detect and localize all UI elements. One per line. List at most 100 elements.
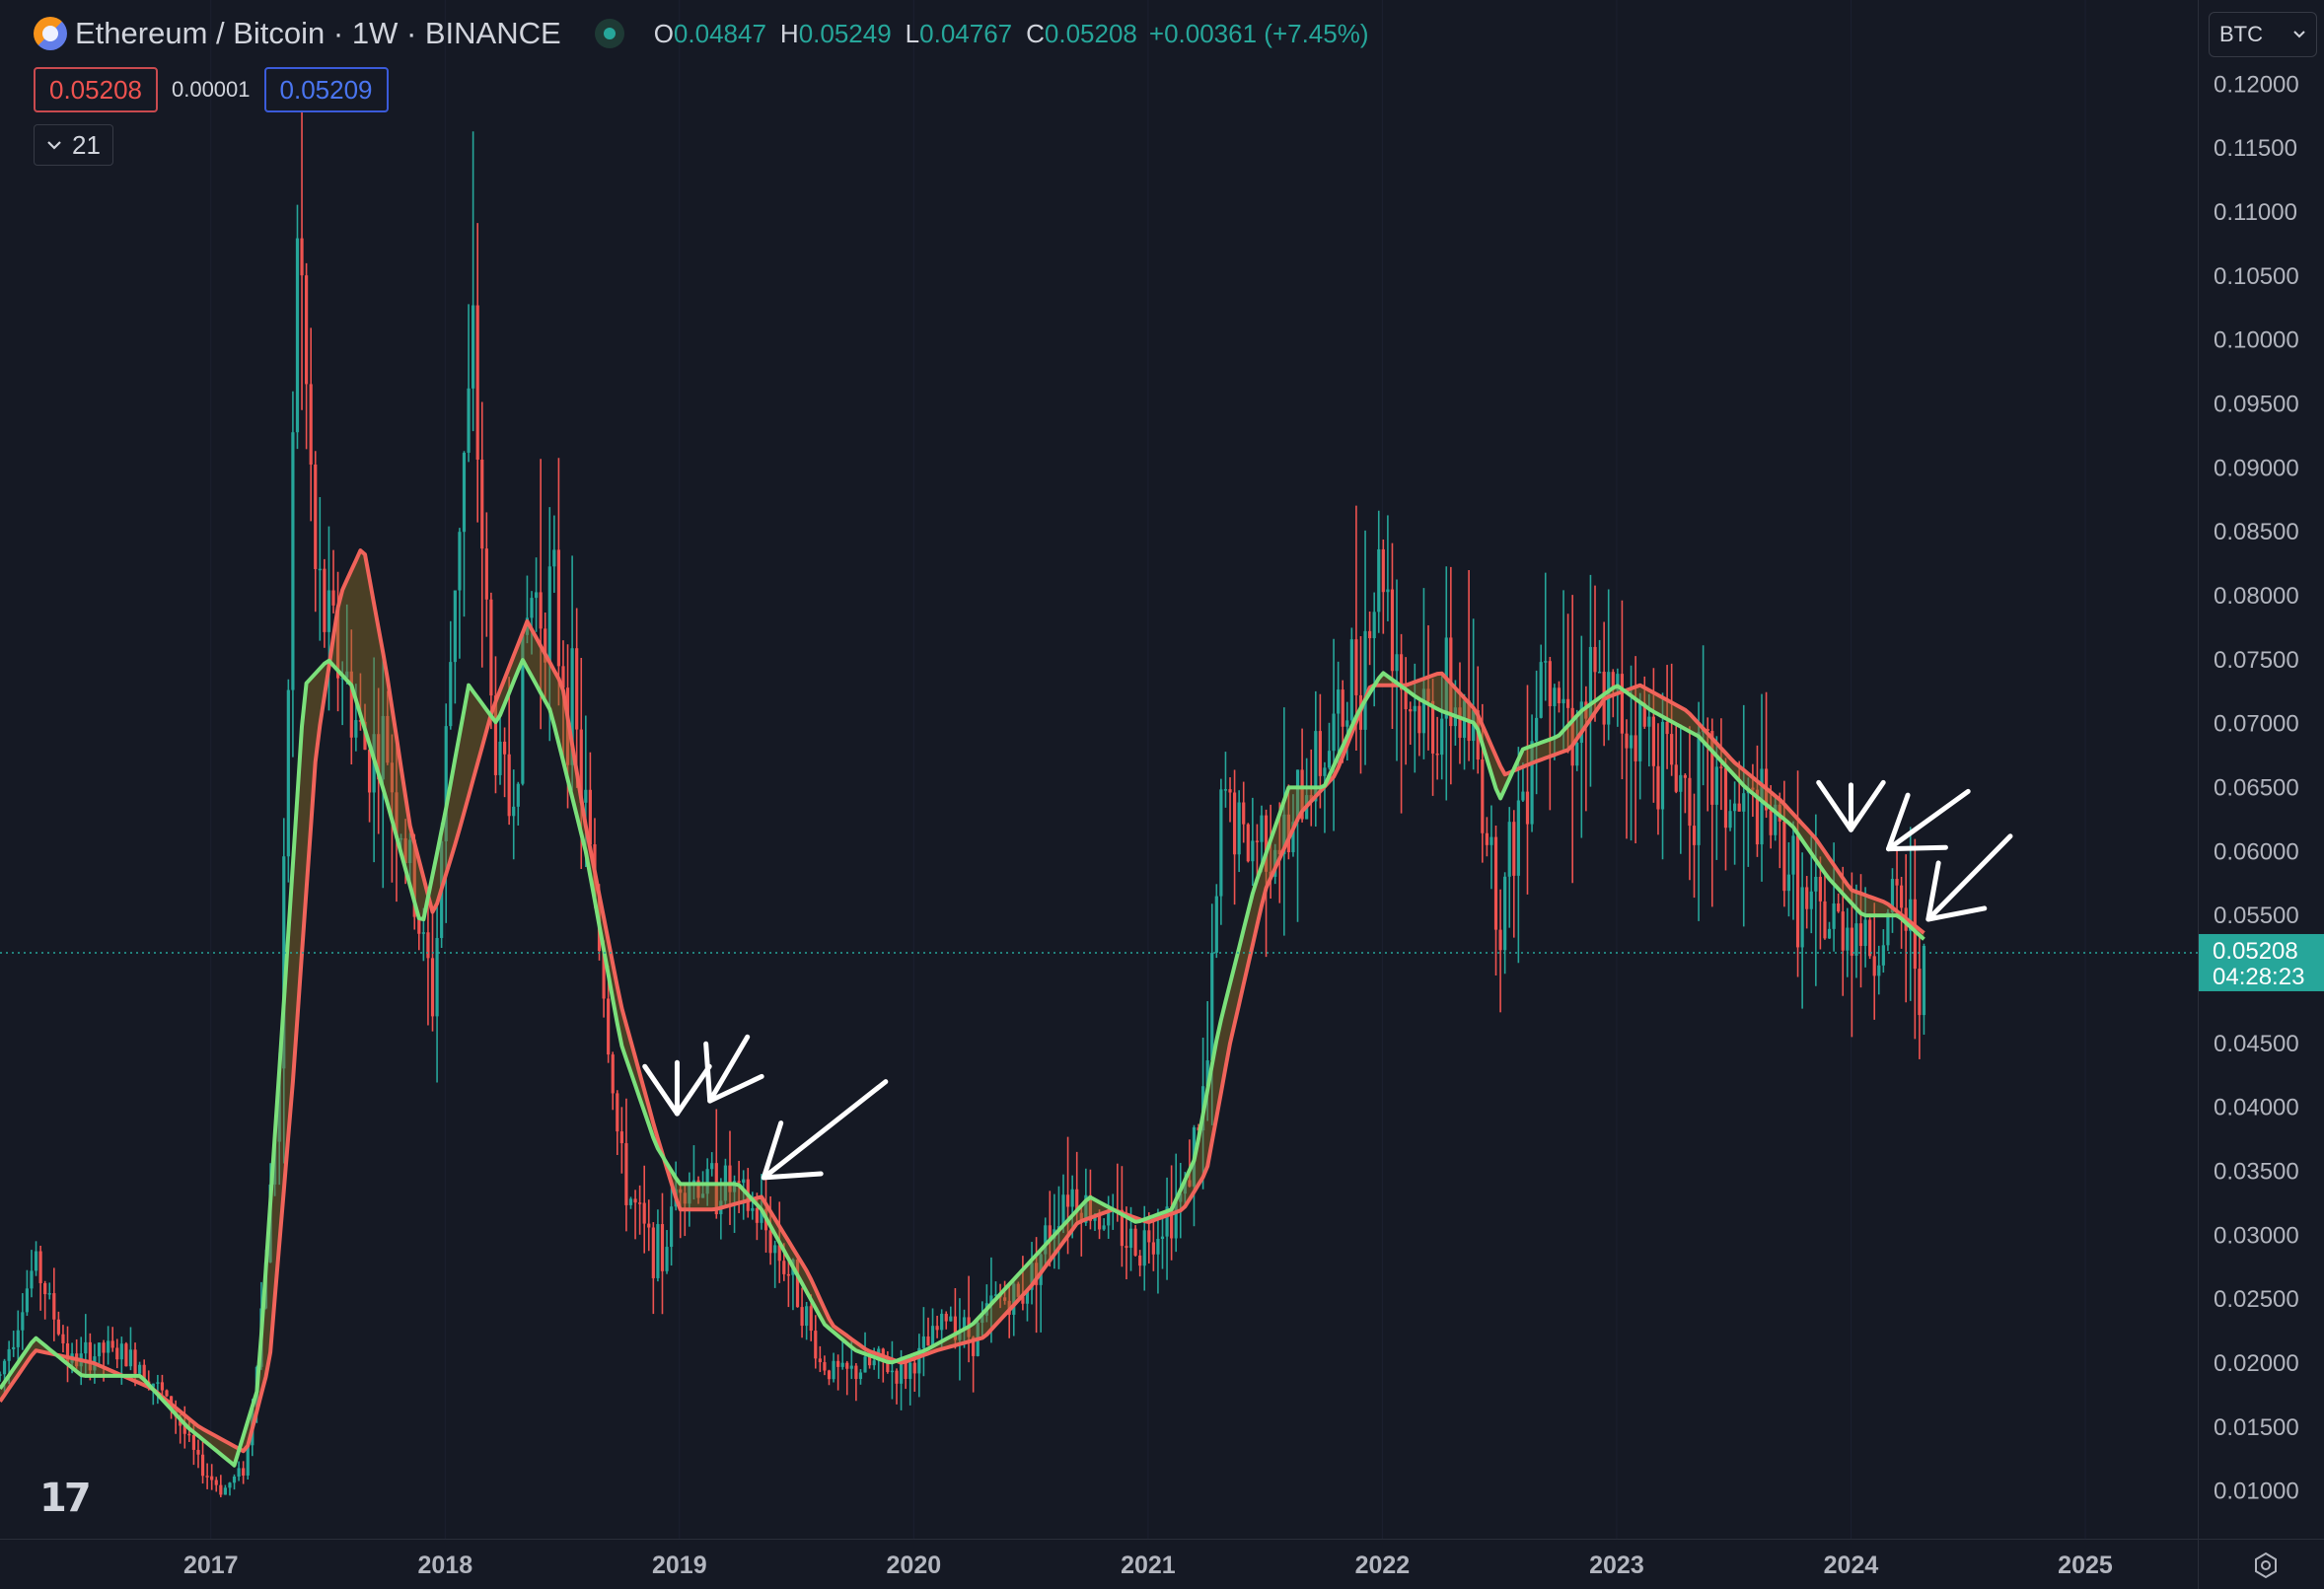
candle-body xyxy=(205,1476,209,1478)
candle-body xyxy=(1832,903,1836,929)
time-scale[interactable]: 2017 2018 2019 2020 2021 2022 2023 2024 2025 xyxy=(0,1539,2198,1589)
candle-body xyxy=(972,1336,976,1356)
candle-body xyxy=(777,1245,781,1262)
chart-canvas[interactable] xyxy=(0,0,2198,1539)
time-tick-label: 2023 xyxy=(1589,1552,1644,1579)
slow-ma-line xyxy=(0,548,1925,1454)
candle-body xyxy=(1647,716,1651,727)
time-tick-label: 2019 xyxy=(652,1552,707,1579)
candle-body xyxy=(1481,759,1485,833)
candle-body xyxy=(1327,751,1332,768)
candle-body xyxy=(732,1181,737,1192)
candle-body xyxy=(1877,965,1881,976)
arrow-shaft xyxy=(707,1034,751,1104)
candle-body xyxy=(696,1180,700,1198)
candle-body xyxy=(191,1435,196,1450)
candle-body xyxy=(1016,1283,1020,1297)
candle-body xyxy=(1909,899,1913,931)
candle-body xyxy=(52,1293,56,1320)
candle-body xyxy=(138,1364,142,1374)
candle-body xyxy=(949,1316,953,1322)
symbol-legend[interactable]: Ethereum / Bitcoin · 1W · BINANCE O0.048… xyxy=(34,14,1369,53)
candle-body xyxy=(1332,713,1336,752)
price-tick-label: 0.01500 xyxy=(2214,1414,2299,1441)
candle-body xyxy=(547,566,551,663)
tradingview-logo[interactable]: 17 xyxy=(39,1476,92,1521)
candle-body xyxy=(872,1360,876,1366)
candle-body xyxy=(1900,885,1904,908)
candle-body xyxy=(1890,879,1895,912)
candle-body xyxy=(1174,1201,1178,1239)
bar-countdown-label: 04:28:23 xyxy=(2213,964,2304,990)
candle-body xyxy=(1769,810,1773,835)
candle-body xyxy=(908,1362,912,1380)
market-status-icon[interactable] xyxy=(594,19,624,48)
candle-body xyxy=(912,1362,916,1374)
candle-body xyxy=(989,1295,993,1304)
price-tick-label: 0.07500 xyxy=(2214,647,2299,674)
price-tick-label: 0.12000 xyxy=(2214,71,2299,98)
candle-body xyxy=(1102,1225,1106,1230)
candle-body xyxy=(430,958,435,1017)
price-tick-label: 0.09500 xyxy=(2214,391,2299,417)
candle-body xyxy=(386,715,390,763)
candle-body xyxy=(962,1317,967,1331)
candle-body xyxy=(228,1482,232,1488)
candle-body xyxy=(1616,674,1620,690)
arrow-head xyxy=(1816,779,1886,832)
candle-body xyxy=(656,1224,660,1278)
candle-body xyxy=(917,1347,921,1374)
candle-body xyxy=(1922,946,1926,1016)
candle-body xyxy=(1282,814,1286,855)
candle-body xyxy=(421,932,425,934)
chart-pane[interactable] xyxy=(0,0,2198,1539)
candle-body xyxy=(1670,734,1674,765)
buy-button[interactable]: 0.05209 xyxy=(263,67,389,112)
candle-body xyxy=(1314,731,1318,802)
candle-body xyxy=(1413,705,1416,712)
candle-body xyxy=(1886,911,1890,946)
candle-body xyxy=(1295,769,1300,823)
price-scale[interactable]: 0.01000 0.01500 0.02000 0.02500 0.03000 0.035… xyxy=(2198,0,2324,1539)
candle-body xyxy=(1544,661,1548,663)
candle-body xyxy=(760,1208,763,1223)
candle-body xyxy=(102,1342,106,1353)
indicators-toggle-button[interactable]: 21 xyxy=(34,124,113,166)
annotation-arrow xyxy=(1816,779,1886,832)
currency-selector[interactable]: BTC xyxy=(2209,12,2317,57)
candle-body xyxy=(836,1360,840,1367)
sell-button[interactable]: 0.05208 xyxy=(34,67,158,112)
price-tick-label: 0.10000 xyxy=(2214,327,2299,354)
chart-title[interactable]: Ethereum / Bitcoin · 1W · BINANCE xyxy=(75,16,561,50)
annotation-arrow xyxy=(1925,833,2013,922)
candle-body xyxy=(1165,1206,1169,1237)
candle-body xyxy=(291,432,295,690)
candle-body xyxy=(399,837,403,840)
candle-body xyxy=(1341,689,1344,727)
candle-body xyxy=(1498,929,1502,951)
chevron-down-icon xyxy=(2293,31,2305,38)
candle-body xyxy=(768,1230,772,1254)
time-scale-canvas: 2017 2018 2019 2020 2021 2022 2023 2024 2025 xyxy=(183,1552,2113,1579)
candle-body xyxy=(1858,923,1863,947)
candle-body xyxy=(561,666,565,688)
candle-body xyxy=(584,789,588,803)
ohlc-close: C0.05208 xyxy=(1026,18,1137,48)
candle-body xyxy=(1349,639,1353,721)
candle-body xyxy=(579,729,583,803)
candle-body xyxy=(43,1282,47,1295)
gear-icon[interactable] xyxy=(2251,1551,2281,1580)
candle-body xyxy=(628,1198,633,1205)
candle-body xyxy=(56,1319,60,1335)
candle-body xyxy=(1575,743,1579,766)
candle-body xyxy=(521,634,525,784)
candle-body xyxy=(1395,654,1399,672)
candle-body xyxy=(1138,1255,1142,1266)
candle-body xyxy=(335,605,340,679)
candle-body xyxy=(318,568,322,571)
candle-body xyxy=(958,1330,962,1340)
candle-body xyxy=(1755,789,1760,845)
candle-body xyxy=(863,1356,867,1373)
candle-body xyxy=(1404,689,1408,710)
candle-body xyxy=(1837,903,1841,912)
